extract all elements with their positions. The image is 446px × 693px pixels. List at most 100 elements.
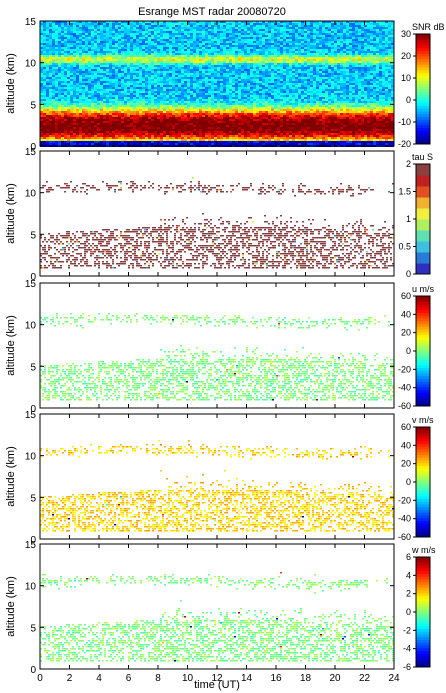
snr-cell bbox=[76, 51, 79, 53]
snr-cell bbox=[217, 91, 220, 93]
snr-cell bbox=[175, 87, 178, 89]
snr-cell bbox=[103, 83, 106, 85]
snr-cell bbox=[58, 111, 61, 113]
snr-cell bbox=[250, 143, 253, 145]
snr-cell bbox=[127, 85, 130, 87]
snr-cell bbox=[85, 143, 88, 145]
snr-cell bbox=[67, 101, 70, 103]
snr-cell bbox=[205, 53, 208, 55]
snr-cell bbox=[130, 49, 133, 51]
snr-cell bbox=[67, 127, 70, 129]
snr-cell bbox=[106, 41, 109, 43]
snr-cell bbox=[160, 107, 163, 109]
snr-cell bbox=[214, 43, 217, 45]
snr-cell bbox=[49, 113, 52, 115]
snr-cell bbox=[67, 21, 70, 23]
snr-cell bbox=[178, 101, 181, 103]
snr-cell bbox=[259, 55, 262, 57]
snr-cell bbox=[271, 99, 274, 101]
snr-cell bbox=[268, 51, 271, 53]
snr-cell bbox=[40, 21, 43, 23]
snr-cell bbox=[106, 95, 109, 97]
snr-cell bbox=[253, 117, 256, 119]
snr-cell bbox=[265, 129, 268, 131]
snr-cell bbox=[226, 133, 229, 135]
snr-cell bbox=[265, 105, 268, 107]
snr-cell bbox=[172, 111, 175, 113]
snr-cell bbox=[178, 45, 181, 47]
snr-cell bbox=[124, 25, 127, 27]
snr-cell bbox=[232, 61, 235, 63]
snr-cell bbox=[40, 113, 43, 115]
snr-cell bbox=[136, 47, 139, 49]
snr-cell bbox=[259, 123, 262, 125]
snr-cell bbox=[49, 125, 52, 127]
snr-cell bbox=[163, 31, 166, 33]
snr-cell bbox=[55, 51, 58, 53]
snr-cell bbox=[265, 41, 268, 43]
snr-cell bbox=[163, 79, 166, 81]
snr-cell bbox=[79, 119, 82, 121]
snr-cell bbox=[190, 113, 193, 115]
snr-cell bbox=[166, 97, 169, 99]
snr-cell bbox=[247, 89, 250, 91]
snr-cell bbox=[106, 85, 109, 87]
snr-cell bbox=[187, 39, 190, 41]
snr-cell bbox=[262, 37, 265, 39]
snr-cell bbox=[82, 29, 85, 31]
snr-cell bbox=[226, 119, 229, 121]
snr-cell bbox=[127, 33, 130, 35]
snr-cell bbox=[139, 97, 142, 99]
snr-cell bbox=[142, 87, 145, 89]
snr-cell bbox=[253, 61, 256, 63]
snr-cell bbox=[211, 117, 214, 119]
snr-cell bbox=[178, 113, 181, 115]
snr-cell bbox=[142, 115, 145, 117]
snr-cell bbox=[187, 61, 190, 63]
snr-cell bbox=[46, 69, 49, 71]
snr-cell bbox=[223, 129, 226, 131]
snr-cell bbox=[175, 115, 178, 117]
snr-cell bbox=[58, 33, 61, 35]
snr-cell bbox=[181, 141, 184, 143]
snr-cell bbox=[124, 53, 127, 55]
snr-cell bbox=[43, 39, 46, 41]
snr-cell bbox=[205, 119, 208, 121]
snr-cell bbox=[94, 49, 97, 51]
snr-cell bbox=[208, 69, 211, 71]
snr-cell bbox=[262, 59, 265, 61]
snr-cell bbox=[187, 37, 190, 39]
snr-cell bbox=[82, 75, 85, 77]
snr-cell bbox=[85, 83, 88, 85]
snr-cell bbox=[259, 99, 262, 101]
snr-cell bbox=[85, 33, 88, 35]
snr-cell bbox=[196, 101, 199, 103]
snr-cell bbox=[214, 111, 217, 113]
snr-cell bbox=[148, 85, 151, 87]
snr-cell bbox=[235, 135, 238, 137]
snr-cell bbox=[64, 99, 67, 101]
snr-cell bbox=[274, 61, 277, 63]
snr-cell bbox=[82, 125, 85, 127]
snr-cell bbox=[175, 91, 178, 93]
snr-cell bbox=[244, 37, 247, 39]
snr-cell bbox=[250, 99, 253, 101]
snr-cell bbox=[262, 95, 265, 97]
snr-cell bbox=[238, 141, 241, 143]
snr-cell bbox=[109, 115, 112, 117]
snr-cell bbox=[130, 139, 133, 141]
snr-cell bbox=[262, 123, 265, 125]
snr-cell bbox=[139, 25, 142, 27]
snr-cell bbox=[127, 55, 130, 57]
snr-cell bbox=[121, 99, 124, 101]
snr-cell bbox=[133, 59, 136, 61]
snr-cell bbox=[187, 71, 190, 73]
snr-cell bbox=[46, 127, 49, 129]
snr-cell bbox=[199, 33, 202, 35]
snr-cell bbox=[181, 67, 184, 69]
snr-cell bbox=[82, 71, 85, 73]
snr-cell bbox=[67, 97, 70, 99]
snr-cell bbox=[211, 107, 214, 109]
snr-cell bbox=[94, 35, 97, 37]
snr-cell bbox=[91, 27, 94, 29]
